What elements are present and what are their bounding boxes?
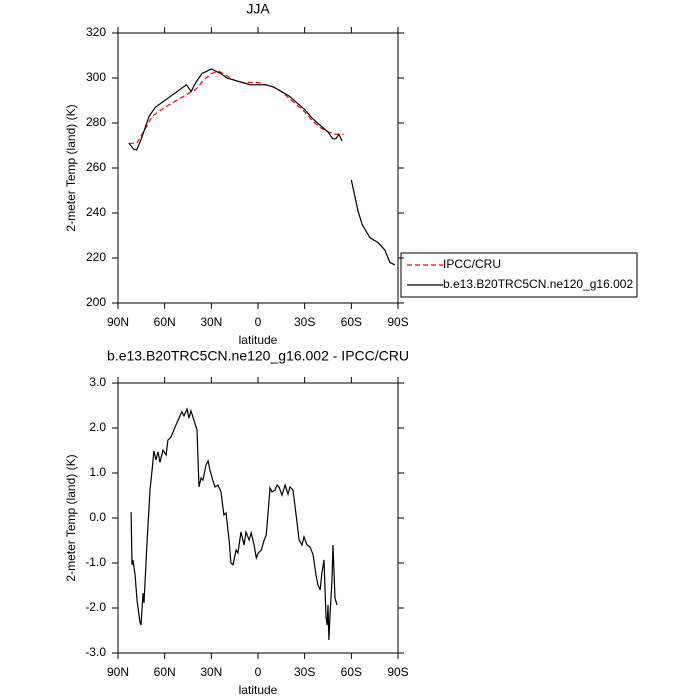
x-tick-label: 30N [200,315,222,329]
y-axis-label: 2-meter Temp (land) (K) [64,104,78,231]
y-tick-label: 3.0 [89,375,106,389]
x-tick-label: 60N [154,665,176,679]
x-tick-label: 90N [107,315,129,329]
y-tick-label: -1.0 [85,555,106,569]
data-line [128,68,343,151]
x-tick-label: 90N [107,665,129,679]
y-tick-label: -3.0 [85,645,106,659]
x-tick-label: 30N [200,665,222,679]
y-tick-label: 200 [86,295,106,309]
x-tick-label: 60S [341,665,362,679]
x-tick-label: 60N [154,315,176,329]
y-tick-label: 300 [86,70,106,84]
x-tick-label: 90S [387,665,408,679]
x-axis-label: latitude [239,683,278,697]
x-tick-label: 60S [341,315,362,329]
y-tick-label: 240 [86,205,106,219]
x-tick-label: 30S [294,315,315,329]
plot-frame [117,382,399,654]
chart-title: b.e13.B20TRC5CN.ne120_g16.002 - IPCC/CRU [107,348,409,364]
y-tick-label: 1.0 [89,465,106,479]
y-tick-label: 0.0 [89,510,106,524]
x-tick-label: 90S [387,315,408,329]
y-axis-label: 2-meter Temp (land) (K) [64,454,78,581]
x-axis-label: latitude [239,333,278,347]
y-tick-label: 320 [86,25,106,39]
data-line [130,407,338,641]
x-tick-label: 0 [255,315,262,329]
plot-frame [117,32,399,304]
data-line [128,70,344,144]
y-tick-label: 220 [86,250,106,264]
legend-label: IPCC/CRU [443,257,501,271]
y-tick-label: 280 [86,115,106,129]
legend-label: b.e13.B20TRC5CN.ne120_g16.002 [443,277,633,291]
x-tick-label: 30S [294,665,315,679]
y-tick-label: 260 [86,160,106,174]
y-tick-label: -2.0 [85,600,106,614]
data-line [350,179,396,266]
chart-title: JJA [246,1,270,17]
y-tick-label: 2.0 [89,420,106,434]
x-tick-label: 0 [255,665,262,679]
legend-box [400,252,638,298]
